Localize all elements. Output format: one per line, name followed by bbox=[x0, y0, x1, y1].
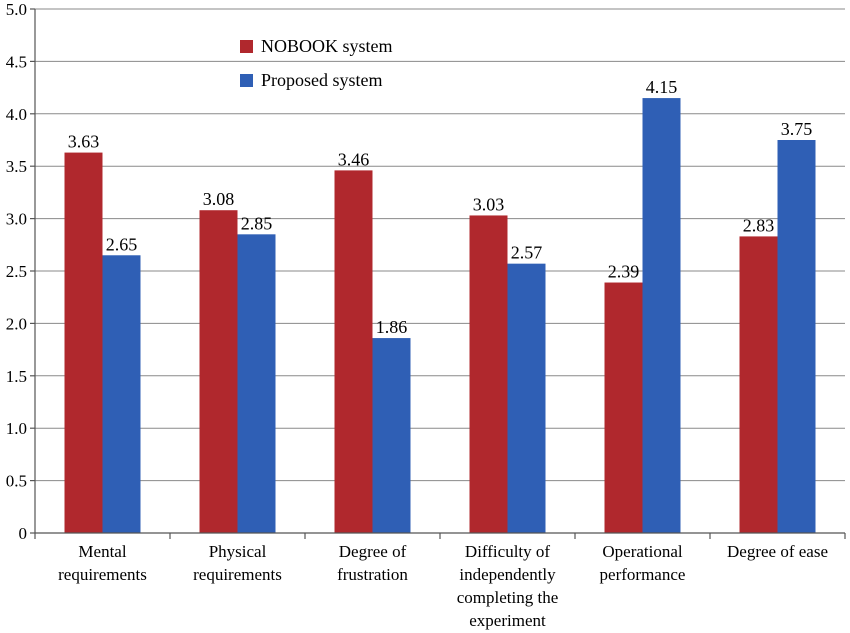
x-category-label: Physical requirements bbox=[193, 542, 282, 584]
legend-entry: Proposed system bbox=[261, 70, 383, 90]
legend-swatch bbox=[240, 40, 253, 53]
axes bbox=[34, 9, 846, 539]
bar-nobook bbox=[469, 215, 508, 533]
x-category-label: Degree of frustration bbox=[337, 542, 408, 584]
data-label: 4.15 bbox=[646, 77, 678, 97]
y-tick-label: 3.5 bbox=[6, 157, 27, 176]
data-label: 1.86 bbox=[376, 317, 408, 337]
y-tick-label: 2.0 bbox=[6, 314, 27, 333]
bar-proposed bbox=[777, 140, 816, 533]
value-labels: 3.63 3.08 3.46 3.03 2.39 2.83 2.65 2.85 1.86 2.57… bbox=[68, 77, 813, 337]
bar-proposed bbox=[102, 255, 141, 533]
bar-nobook bbox=[64, 152, 103, 534]
data-label: 2.39 bbox=[608, 262, 640, 282]
x-category-label: Operational performance bbox=[600, 542, 686, 584]
bar-proposed bbox=[237, 234, 276, 533]
bar-nobook bbox=[334, 170, 373, 533]
x-category-label: Mental requirements bbox=[58, 542, 147, 584]
y-tick-label: 0 bbox=[19, 524, 28, 543]
data-label: 3.46 bbox=[338, 149, 370, 169]
y-tick-label: 4.5 bbox=[6, 52, 27, 71]
legend-swatch bbox=[240, 74, 253, 87]
x-category-label: Degree of ease bbox=[727, 542, 828, 561]
y-tick-label: 1.0 bbox=[6, 419, 27, 438]
y-tick-label: 2.5 bbox=[6, 262, 27, 281]
data-label: 3.75 bbox=[781, 119, 813, 139]
legend: NOBOOK system Proposed system bbox=[240, 36, 393, 90]
data-label: 3.03 bbox=[473, 194, 505, 214]
y-tick-label: 3.0 bbox=[6, 210, 27, 229]
y-axis-ticks: 0 0.5 1.0 1.5 2.0 2.5 3.0 3.5 4.0 4.5 5.0 bbox=[6, 0, 35, 543]
y-tick-label: 4.0 bbox=[6, 105, 27, 124]
data-label: 3.08 bbox=[203, 189, 235, 209]
bar-proposed bbox=[372, 338, 411, 533]
bars bbox=[64, 98, 816, 534]
data-label: 3.63 bbox=[68, 132, 100, 152]
bar-nobook bbox=[604, 282, 643, 533]
y-tick-label: 5.0 bbox=[6, 0, 27, 19]
data-label: 2.83 bbox=[743, 215, 775, 235]
gridlines bbox=[35, 8, 845, 482]
bar-proposed bbox=[642, 98, 681, 533]
bar-nobook bbox=[739, 236, 778, 533]
y-tick-label: 1.5 bbox=[6, 367, 27, 386]
data-label: 2.57 bbox=[511, 243, 543, 263]
data-label: 2.65 bbox=[106, 234, 138, 254]
bar-nobook bbox=[199, 210, 238, 533]
y-tick-label: 0.5 bbox=[6, 472, 27, 491]
x-category-label: Difficulty of independently completing the… bbox=[457, 542, 559, 630]
legend-entry: NOBOOK system bbox=[261, 36, 393, 56]
x-axis-categories: Mental requirements Physical requirements De… bbox=[58, 542, 828, 630]
bar-proposed bbox=[507, 263, 546, 533]
data-label: 2.85 bbox=[241, 213, 273, 233]
